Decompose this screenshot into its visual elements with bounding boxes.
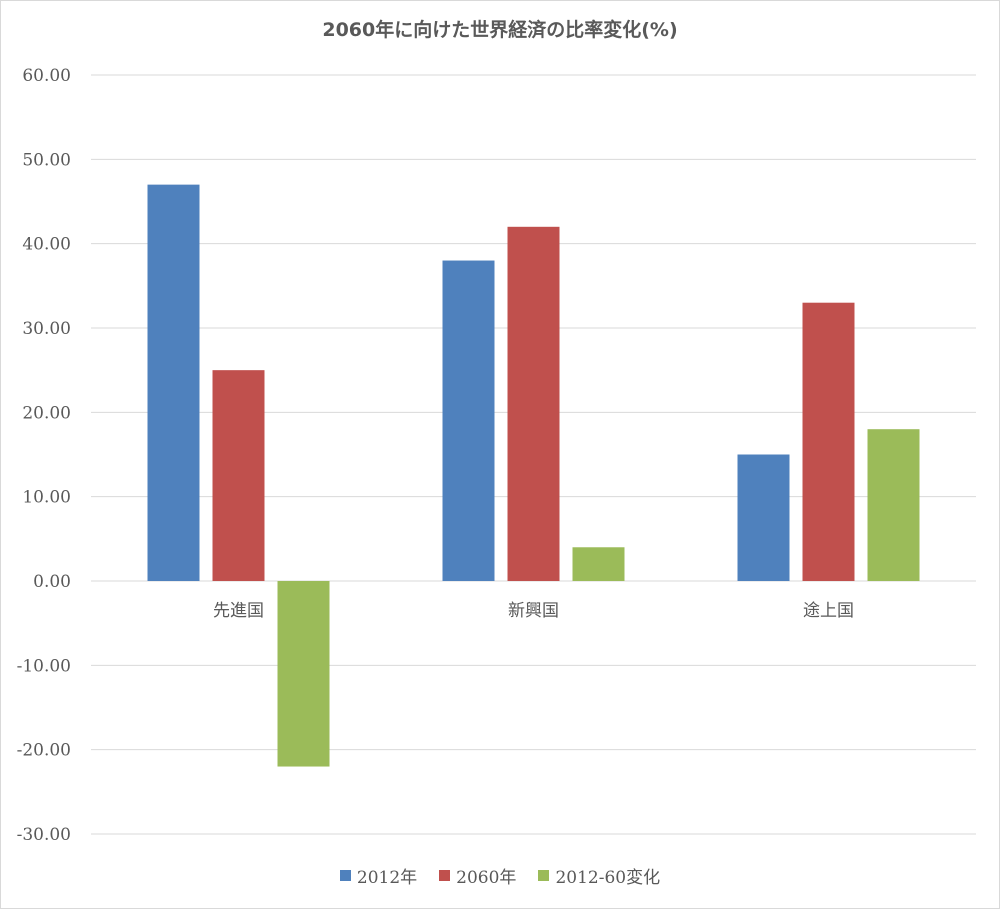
legend-item-2012: 2012年	[339, 863, 418, 888]
category-label: 途上国	[803, 601, 854, 621]
chart-legend: 2012年 2060年 2012-60変化	[1, 863, 999, 888]
y-tick-label: -30.00	[17, 825, 71, 845]
legend-swatch-change	[538, 870, 550, 881]
legend-item-change: 2012-60変化	[538, 863, 660, 888]
category-label: 先進国	[213, 601, 264, 621]
y-tick-label: 50.00	[22, 150, 71, 170]
y-tick-label: 10.00	[22, 488, 71, 508]
legend-label-change: 2012-60変化	[555, 868, 661, 888]
bar	[572, 547, 625, 581]
legend-item-2060: 2060年	[439, 863, 516, 888]
bar	[802, 302, 855, 581]
y-tick-label: 20.00	[22, 403, 71, 423]
y-tick-label: -10.00	[17, 656, 71, 676]
bar	[442, 260, 495, 581]
y-tick-label: -20.00	[17, 741, 71, 761]
legend-label-2060: 2060年	[456, 868, 517, 888]
legend-swatch-2060	[439, 870, 451, 881]
legend-swatch-2012	[339, 870, 351, 881]
bar	[737, 454, 790, 581]
bar	[147, 184, 200, 581]
bar	[507, 226, 560, 582]
legend-label-2012: 2012年	[356, 868, 418, 888]
y-tick-label: 40.00	[22, 235, 71, 255]
chart-title: 2060年に向けた世界経済の比率変化(%)	[322, 19, 678, 41]
bar	[867, 429, 920, 581]
category-label: 新興国	[508, 601, 559, 621]
bar	[212, 370, 265, 581]
bar	[277, 581, 330, 767]
y-tick-label: 30.00	[22, 319, 71, 339]
y-tick-label: 0.00	[33, 572, 71, 592]
y-tick-label: 60.00	[22, 66, 71, 86]
